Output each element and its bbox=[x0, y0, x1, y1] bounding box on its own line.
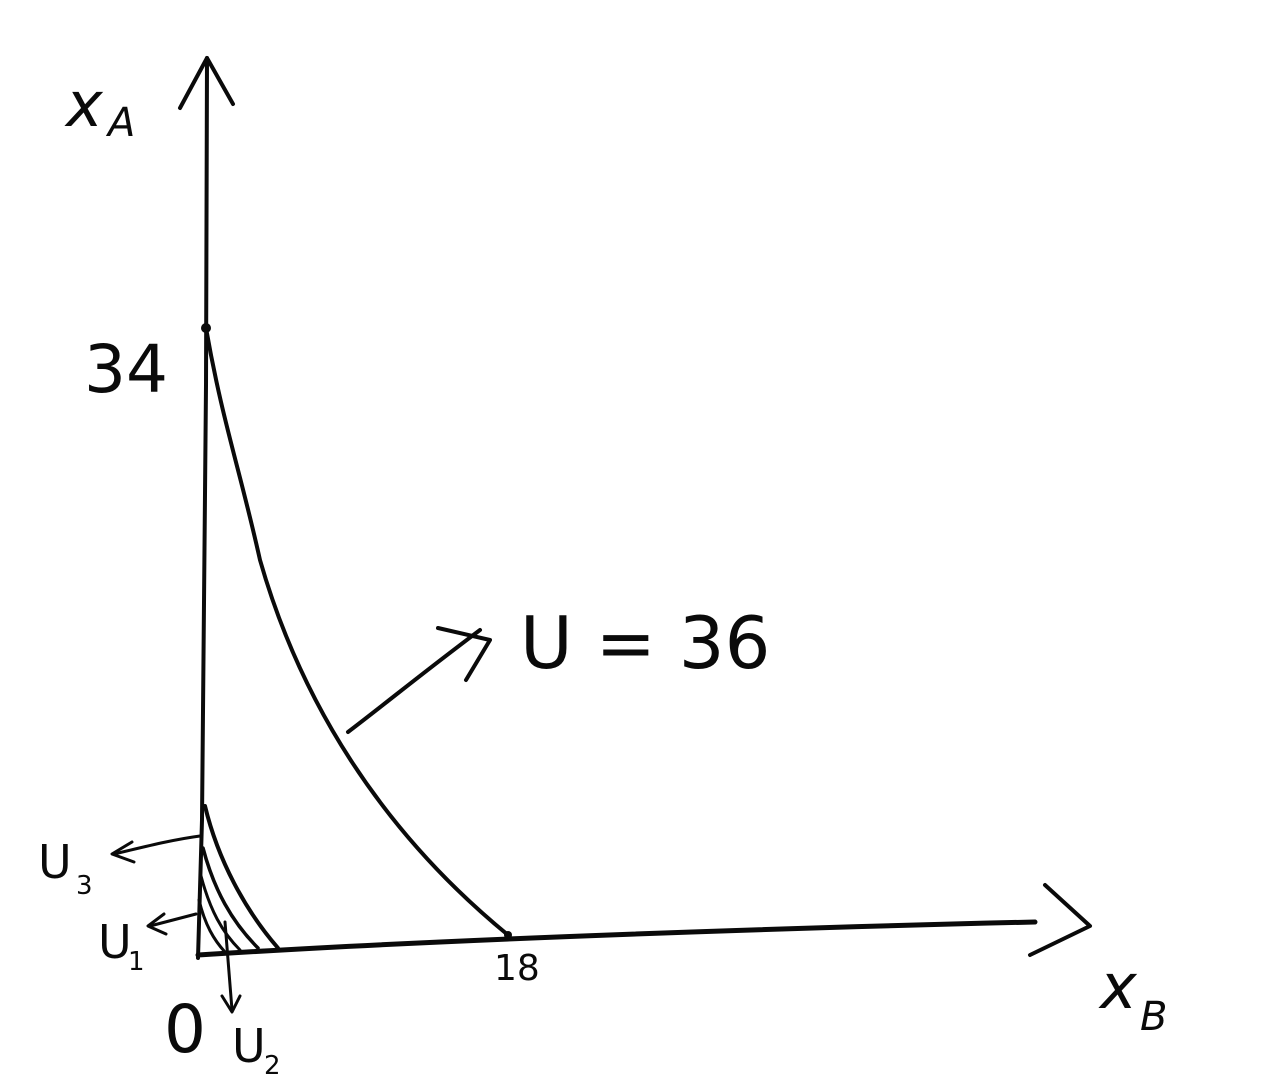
y-axis-subscript: A bbox=[105, 100, 135, 146]
u1-subscript: 1 bbox=[128, 947, 145, 977]
x-axis-subscript: B bbox=[1140, 994, 1167, 1040]
u3-label: U bbox=[38, 835, 72, 889]
indifference-curve-inner bbox=[197, 898, 227, 954]
x-tick-label: 18 bbox=[494, 948, 540, 989]
y-axis-label: x bbox=[64, 68, 104, 141]
y-tick-label: 34 bbox=[84, 331, 168, 408]
indifference-curve-u3 bbox=[203, 804, 280, 950]
indifference-curve-mid bbox=[201, 846, 260, 950]
x-intercept-dot bbox=[504, 931, 512, 939]
indifference-curve-u36 bbox=[204, 326, 510, 937]
u2-subscript: 2 bbox=[264, 1051, 281, 1079]
x-axis-label: x bbox=[1098, 950, 1138, 1023]
origin-label: 0 bbox=[164, 991, 206, 1068]
pointer-arrow bbox=[346, 626, 492, 734]
u2-label: U bbox=[232, 1019, 266, 1073]
main-curve-label: U = 36 bbox=[520, 601, 770, 685]
indifference-curve-u1 bbox=[199, 874, 242, 952]
x-axis bbox=[195, 883, 1092, 958]
small-curve-arrows bbox=[110, 834, 242, 1014]
y-axis bbox=[178, 56, 235, 960]
small-indifference-curves bbox=[197, 804, 280, 954]
u3-subscript: 3 bbox=[76, 871, 93, 901]
y-intercept-dot bbox=[201, 323, 211, 333]
u1-label: U bbox=[98, 915, 132, 969]
